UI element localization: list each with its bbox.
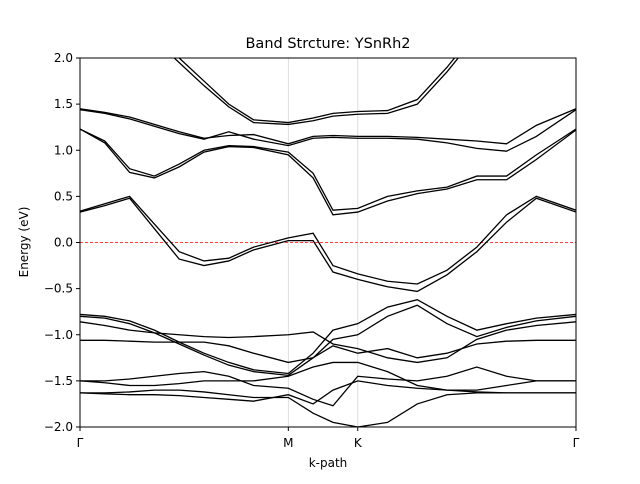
band-line xyxy=(80,389,576,427)
y-tick-label: 0.5 xyxy=(54,189,73,203)
plot-area xyxy=(80,58,576,427)
y-tick-label: −1.5 xyxy=(44,374,73,388)
band-line xyxy=(80,380,576,405)
chart-title: Band Strcture: YSnRh2 xyxy=(245,36,410,52)
band-line xyxy=(178,58,456,124)
band-line xyxy=(80,128,576,216)
band-line xyxy=(80,108,576,145)
y-tick-label: 1.0 xyxy=(54,143,73,157)
band-line xyxy=(80,321,576,364)
y-tick-label: 0.0 xyxy=(54,236,73,250)
band-line xyxy=(80,366,576,407)
band-line xyxy=(80,339,576,364)
band-line xyxy=(80,128,576,211)
x-tick-label: Γ xyxy=(573,436,580,450)
x-tick-label: Γ xyxy=(77,436,84,450)
band-line xyxy=(80,361,576,391)
y-tick-label: −2.0 xyxy=(44,420,73,434)
band-line xyxy=(80,109,576,152)
band-line xyxy=(80,195,576,285)
x-tick-label: M xyxy=(283,436,293,450)
band-line xyxy=(80,298,576,375)
y-tick-label: 2.0 xyxy=(54,51,73,65)
x-axis-label: k-path xyxy=(309,456,348,470)
y-tick-label: 1.5 xyxy=(54,97,73,111)
x-tick-label: K xyxy=(354,436,363,450)
y-tick-label: −1.0 xyxy=(44,328,73,342)
y-tick-label: −0.5 xyxy=(44,282,73,296)
band-line xyxy=(80,197,576,293)
band-line xyxy=(173,58,460,126)
y-axis-label: Energy (eV) xyxy=(17,207,31,278)
